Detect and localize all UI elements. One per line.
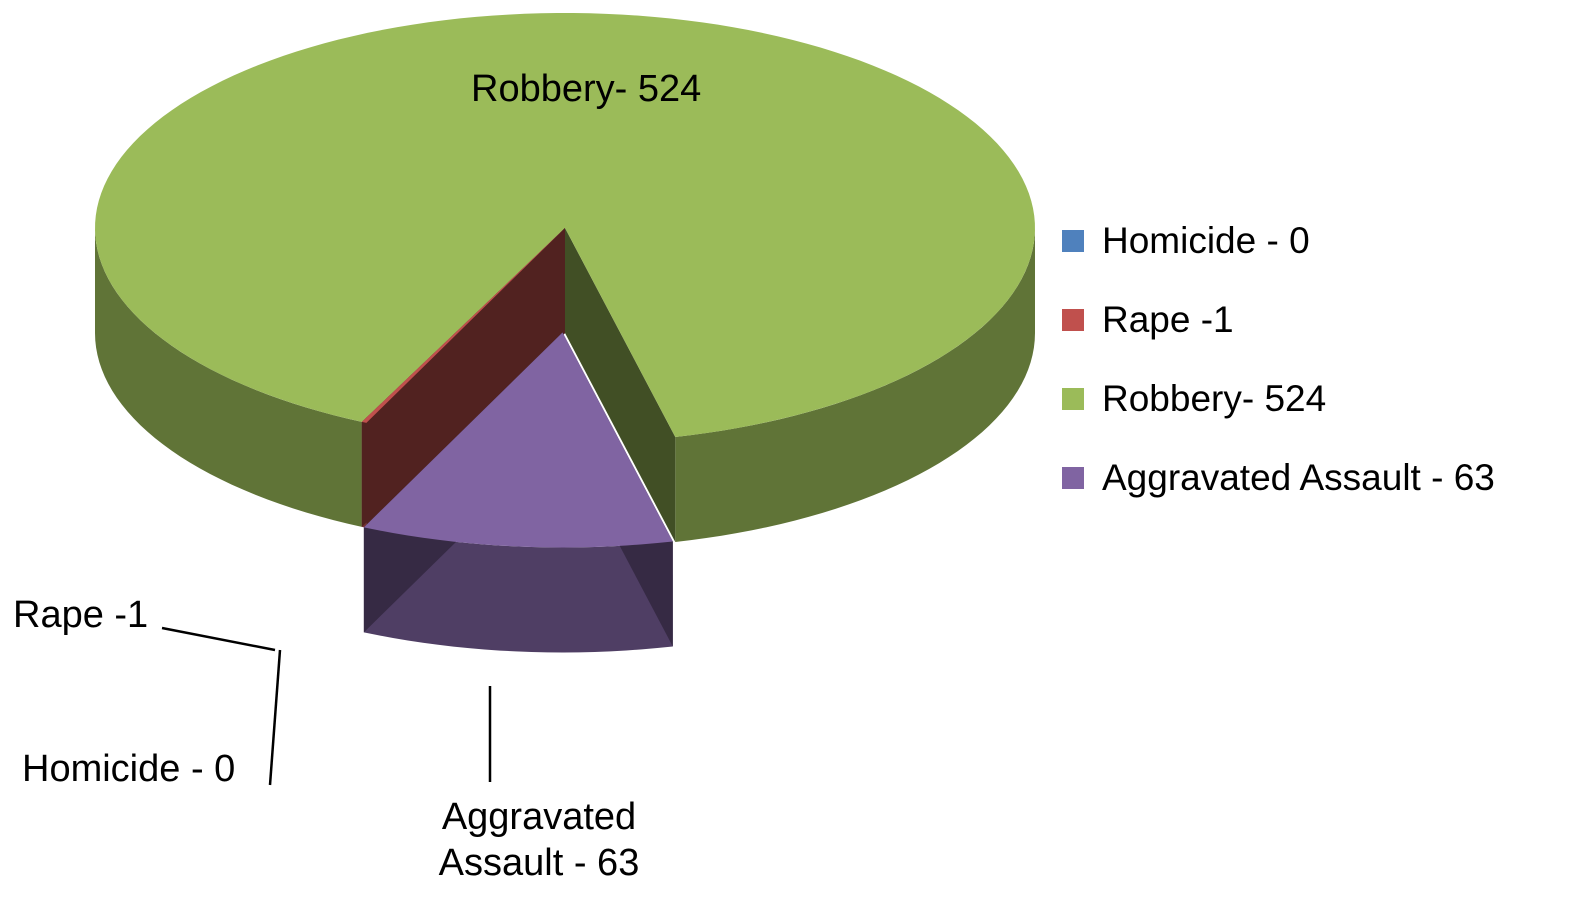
legend-swatch xyxy=(1062,388,1084,410)
leader-lines xyxy=(161,626,492,786)
slice xyxy=(361,228,565,423)
legend-swatch xyxy=(1062,309,1084,331)
legend-swatch xyxy=(1062,230,1084,252)
data-label: Homicide - 0 xyxy=(22,748,236,790)
slice-wall xyxy=(361,228,565,527)
legend-item: Homicide - 0 xyxy=(1062,220,1310,262)
leader-line xyxy=(268,649,282,786)
legend-item: Aggravated Assault - 63 xyxy=(1062,457,1495,499)
legend-label: Aggravated Assault - 63 xyxy=(1102,457,1495,498)
legend-item: Rape -1 xyxy=(1062,299,1234,341)
leader-line xyxy=(161,626,276,652)
legend-label: Rape -1 xyxy=(1102,299,1234,340)
slice-side xyxy=(675,228,1035,542)
legend-label: Robbery- 524 xyxy=(1102,378,1327,419)
slice-side xyxy=(363,527,673,653)
slice-side xyxy=(95,228,362,527)
data-label: Robbery- 524 xyxy=(471,68,702,110)
data-label: Rape -1 xyxy=(13,594,149,636)
slice xyxy=(363,332,673,548)
legend-item: Robbery- 524 xyxy=(1062,378,1326,420)
slice xyxy=(95,13,1035,437)
slice-wall xyxy=(565,228,676,542)
data-label: Aggravated Assault - 63 xyxy=(438,796,640,884)
legend-swatch xyxy=(1062,467,1084,489)
legend-label: Homicide - 0 xyxy=(1102,220,1310,261)
